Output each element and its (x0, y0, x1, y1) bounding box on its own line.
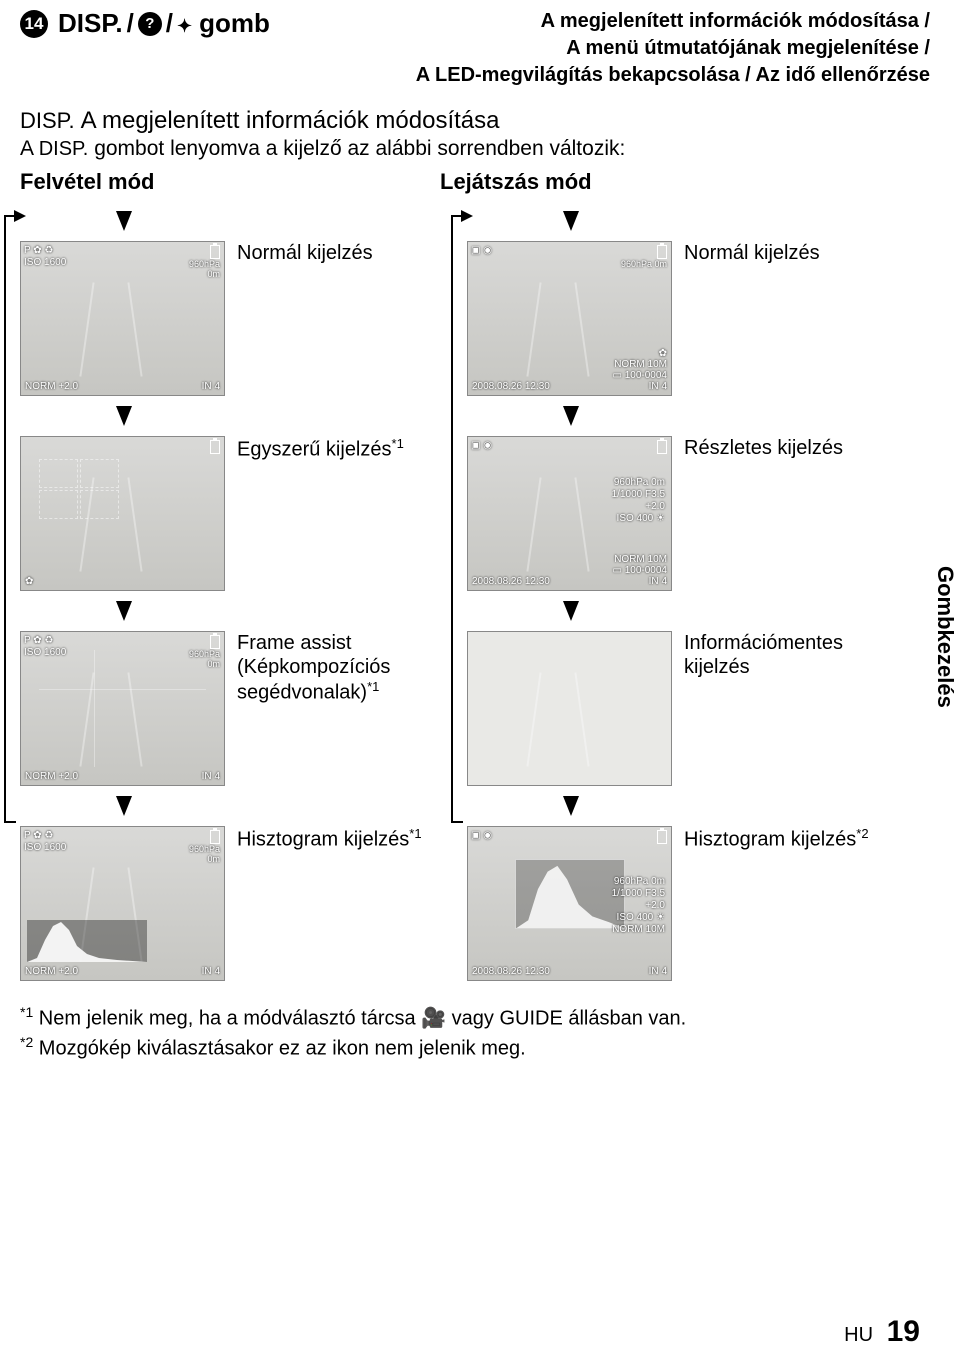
arrow-down-icon (116, 601, 132, 621)
page-footer: HU 19 (844, 1315, 920, 1349)
lejatszas-column: ▣ ◉ 960hPa 0m ✿NORM 10M▭ 100-0004IN 4 20… (467, 205, 884, 985)
histogram-icon (27, 920, 147, 962)
caption-infofree-play: Információmentes kijelzés (684, 631, 884, 679)
lcd-frame-rec: P ✿ ♻ISO 1600 960hPa0m NORM +2.0 IN 4 (20, 631, 225, 786)
light-icon (177, 8, 195, 39)
lcd-normal-play: ▣ ◉ 960hPa 0m ✿NORM 10M▭ 100-0004IN 4 20… (467, 241, 672, 396)
loop-arrow-left (4, 215, 16, 823)
arrow-down-icon (116, 211, 132, 231)
lcd-simple-rec: ✿ (20, 436, 225, 591)
arrow-down-icon (563, 406, 579, 426)
lcd-normal-rec: P ✿ ♻ISO 1600 960hPa0m NORM +2.0 IN 4 (20, 241, 225, 396)
arrow-down-icon (116, 796, 132, 816)
histogram-icon (515, 859, 625, 929)
caption-normal-play: Normál kijelzés (684, 241, 820, 265)
footnotes: *1 Nem jelenik meg, ha a módválasztó tár… (20, 1003, 930, 1062)
caption-frame-rec: Frame assist (Képkompozíciós segédvonala… (237, 631, 437, 705)
caption-histo-play: Hisztogram kijelzés*2 (684, 826, 869, 852)
lcd-histo-play: ▣ ◉ 960hPa 0m 1/1000 F3.5 +2.0 ISO 400 ☀… (467, 826, 672, 981)
mode-left-heading: Felvétel mód (20, 169, 440, 195)
arrow-down-icon (563, 796, 579, 816)
side-tab-label: Gombkezelés (930, 560, 960, 714)
section-number: 14 (20, 10, 48, 38)
page-number: 19 (887, 1315, 920, 1348)
lcd-infofree-play (467, 631, 672, 786)
lcd-histo-rec: P ✿ ♻ISO 1600 960hPa0m NORM +2.0 IN 4 (20, 826, 225, 981)
arrow-down-icon (116, 406, 132, 426)
arrow-down-icon (563, 211, 579, 231)
caption-histo-rec: Hisztogram kijelzés*1 (237, 826, 422, 852)
page-lang: HU (844, 1324, 873, 1346)
disp-label: DISP. (58, 8, 123, 39)
loop-arrow-right (451, 215, 463, 823)
felvetel-column: P ✿ ♻ISO 1600 960hPa0m NORM +2.0 IN 4 No… (20, 205, 437, 985)
mode-right-heading: Lejátszás mód (440, 169, 592, 195)
lcd-detailed-play: ▣ ◉ 960hPa 0m 1/1000 F3.5 +2.0 ISO 400 ☀… (467, 436, 672, 591)
intro-paragraph: A DISP. gombot lenyomva a kijelző az alá… (20, 137, 940, 161)
header-title: 14 DISP. / ? / gomb (20, 8, 270, 39)
section-subtitle: DISP. A megjelenített információk módosí… (20, 107, 940, 135)
arrow-down-icon (563, 601, 579, 621)
caption-simple-rec: Egyszerű kijelzés*1 (237, 436, 404, 462)
help-icon: ? (138, 12, 162, 36)
caption-normal-rec: Normál kijelzés (237, 241, 373, 265)
caption-detailed-play: Részletes kijelzés (684, 436, 843, 460)
header-subtitle: A megjelenített információk módosítása /… (416, 8, 930, 89)
